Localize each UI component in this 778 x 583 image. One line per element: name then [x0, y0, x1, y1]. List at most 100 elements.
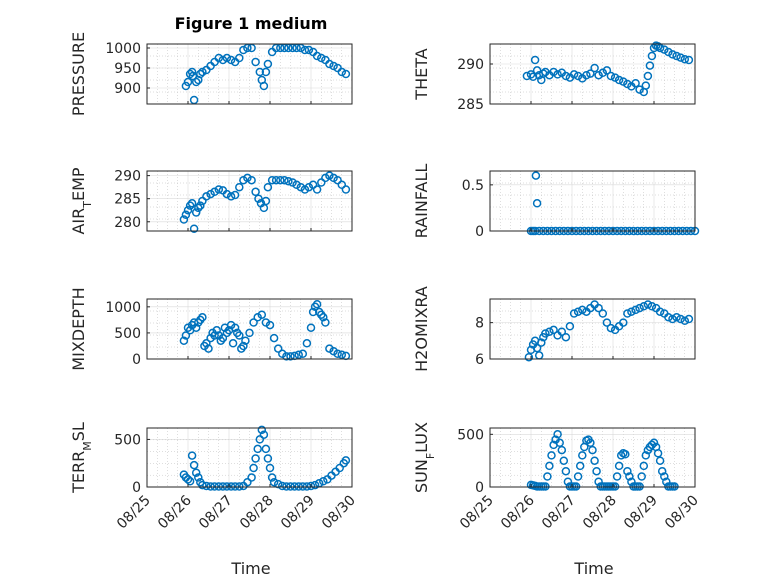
y-tick-label: 0: [132, 480, 141, 496]
data-point: [676, 314, 685, 324]
data-point: [269, 477, 279, 487]
data-point: [333, 175, 342, 185]
data-point: [202, 481, 211, 491]
data-point: [254, 194, 263, 203]
data-point: [531, 171, 541, 180]
y-tick-label: 6: [475, 352, 484, 368]
data-point: [532, 199, 542, 208]
data-point: [333, 349, 342, 359]
x-tick-label: 08/30: [662, 493, 702, 533]
data-point: [649, 438, 659, 448]
data-point: [302, 339, 312, 348]
y-tick-label: 290: [114, 169, 141, 185]
subplot-grid: 900 950 1000 PRESSURE 285 290 THETA 280 285 290 AI…: [69, 32, 702, 532]
y-tick-label: 8: [475, 316, 484, 332]
subplot-rainfall: 0 0.5 RAINFALL: [412, 164, 700, 240]
data-point: [312, 51, 322, 61]
data-point: [202, 339, 211, 348]
x-tick-label: 08/25: [114, 493, 154, 533]
data-point: [185, 201, 195, 210]
y-tick-label: 1000: [105, 41, 141, 57]
data-point: [563, 477, 573, 486]
x-tick-label: 08/28: [580, 493, 620, 533]
data-point: [660, 472, 669, 481]
data-point: [286, 352, 295, 361]
data-point: [282, 352, 291, 361]
y-tick-label: 0: [132, 352, 141, 368]
data-point: [226, 55, 236, 65]
data-point: [187, 67, 197, 77]
data-series-h2omixra: [524, 300, 694, 362]
data-point: [586, 69, 595, 78]
data-point: [218, 333, 228, 343]
data-point: [228, 339, 238, 348]
data-point: [643, 300, 653, 309]
data-point: [594, 303, 603, 313]
data-point: [230, 190, 240, 200]
data-point: [325, 344, 334, 353]
axes-border: [489, 298, 696, 360]
data-point: [259, 430, 269, 439]
data-point: [631, 78, 640, 88]
subplot-terr_msl: 0 500 TERRMSL 08/25 08/26 08/27 08/28 08/29 08/3…: [69, 422, 359, 532]
data-point: [261, 67, 271, 77]
data-point: [337, 180, 347, 190]
data-point: [196, 201, 205, 210]
data-point: [196, 69, 205, 79]
subplot-mixdepth: 0 500 1000 MIXDEPTH: [69, 287, 353, 371]
data-point: [204, 344, 213, 353]
data-point: [202, 192, 211, 201]
data-point: [662, 477, 671, 486]
data-point: [582, 70, 591, 80]
data-point: [335, 463, 344, 473]
data-point: [249, 318, 258, 327]
axes-border: [146, 43, 353, 105]
subplot-air_temp: 280 285 290 AIRTEMP: [69, 167, 353, 235]
minor-grid: [147, 44, 352, 104]
data-point: [267, 473, 277, 482]
subplot-sun_flux: 0 500 SUNFLUX 08/25 08/26 08/27 08/28 08/29 08/3…: [412, 422, 702, 532]
x-axis-label-left: Time: [230, 559, 270, 578]
y-tick-label: 0: [475, 480, 484, 496]
data-point: [672, 312, 681, 322]
data-point: [676, 53, 685, 62]
x-tick-label: 08/29: [278, 493, 318, 533]
data-point: [226, 192, 236, 201]
data-point: [185, 477, 195, 486]
data-point: [198, 480, 207, 490]
data-point: [263, 59, 273, 69]
y-tick-label: 290: [457, 57, 484, 73]
data-point: [575, 461, 585, 471]
y-axis-label: MIXDEPTH: [69, 287, 88, 370]
data-point: [602, 66, 612, 75]
data-point: [222, 189, 232, 199]
data-point: [300, 45, 310, 55]
data-point: [191, 323, 201, 332]
data-point: [573, 472, 583, 481]
data-point: [179, 215, 189, 224]
data-point: [235, 331, 244, 340]
y-tick-label: 1000: [105, 300, 141, 316]
x-axis-label-right: Time: [573, 559, 613, 578]
data-point: [569, 70, 579, 79]
data-point: [194, 473, 203, 482]
data-point: [614, 75, 624, 85]
data-point: [635, 303, 644, 313]
data-point: [239, 45, 248, 55]
data-point: [253, 444, 262, 454]
data-point: [187, 199, 197, 208]
y-axis-label: SUNFLUX: [412, 422, 437, 493]
data-point: [321, 318, 330, 327]
y-axis-label: AIRTEMP: [69, 167, 94, 234]
data-point: [298, 349, 308, 359]
data-point: [183, 475, 193, 484]
axes-border: [489, 43, 696, 105]
data-point: [312, 299, 322, 309]
data-series-theta: [522, 41, 694, 97]
data-point: [183, 205, 193, 215]
data-point: [255, 67, 265, 77]
x-tick-label: 08/27: [539, 493, 579, 533]
data-point: [273, 479, 283, 489]
y-tick-label: 285: [457, 97, 484, 113]
data-point: [212, 326, 221, 335]
